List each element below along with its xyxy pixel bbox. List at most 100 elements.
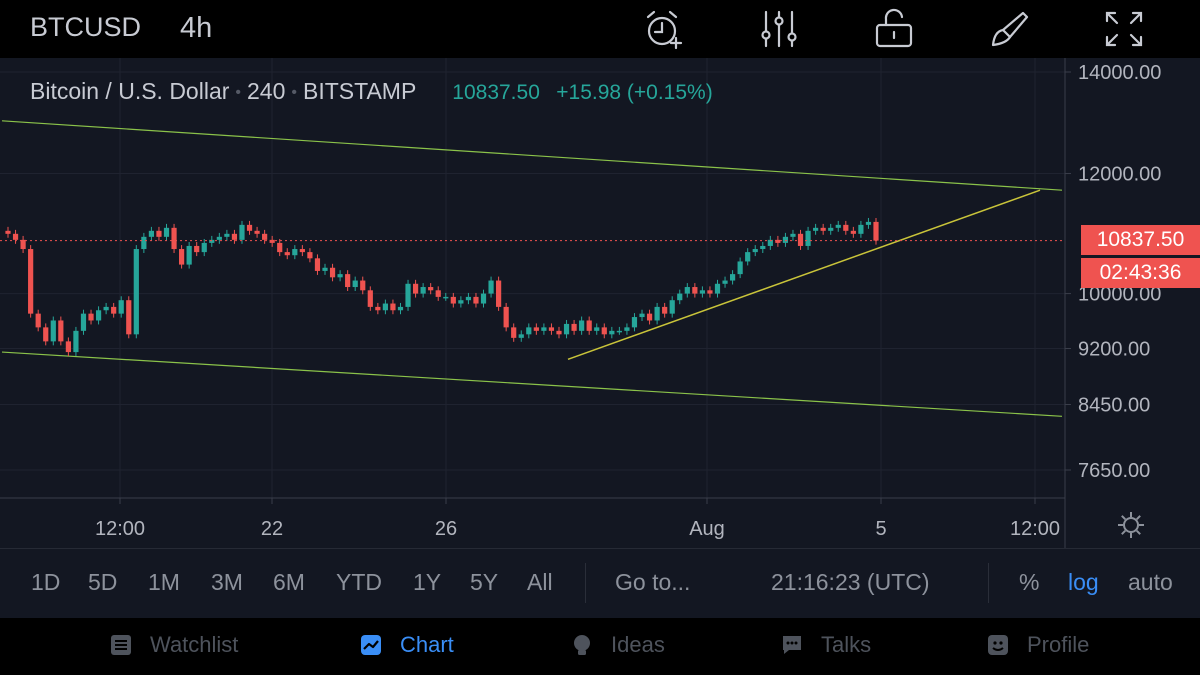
candle-body: [616, 330, 622, 333]
range-1d[interactable]: 1D: [31, 569, 61, 595]
nav-label: Talks: [821, 632, 872, 657]
auto-toggle[interactable]: auto: [1128, 569, 1173, 595]
divider: [988, 563, 989, 603]
candle-body: [382, 303, 388, 311]
interval-button[interactable]: 4h: [180, 12, 213, 44]
candle-body: [148, 230, 155, 237]
candle-body: [118, 300, 124, 314]
brush-icon[interactable]: [987, 8, 1031, 50]
candle-body: [496, 280, 502, 307]
candle-body: [345, 274, 351, 288]
profile-icon: [988, 635, 1008, 655]
candle-body: [556, 330, 562, 335]
candle-body: [737, 261, 743, 275]
bottom-nav: Watchlist Chart Ideas Talks Profile: [0, 618, 1200, 675]
range-all[interactable]: All: [527, 569, 553, 595]
range-5y[interactable]: 5Y: [470, 569, 499, 595]
candle-body: [367, 290, 373, 307]
candle-body: [654, 306, 660, 321]
candle-body: [435, 290, 441, 297]
candle-body: [526, 327, 532, 335]
candle-body: [473, 296, 479, 304]
nav-watchlist[interactable]: Watchlist: [110, 632, 238, 658]
range-bar: 1D 5D 1M 3M 6M YTD 1Y 5Y All Go to... 21…: [0, 548, 1200, 619]
candle-body: [103, 306, 109, 311]
bar-countdown-label: 02:43:36: [1081, 258, 1200, 288]
candle-body: [488, 280, 494, 294]
candle-body: [790, 233, 796, 237]
nav-label: Profile: [1027, 632, 1090, 657]
nav-talks[interactable]: Talks: [781, 632, 871, 658]
range-1m[interactable]: 1M: [148, 569, 180, 595]
lock-icon[interactable]: [872, 8, 916, 50]
candle-body: [775, 239, 781, 243]
y-tick-label: 9200.00: [1078, 338, 1150, 360]
nav-label: Ideas: [611, 632, 665, 657]
range-6m[interactable]: 6M: [273, 569, 305, 595]
candle-body: [390, 303, 396, 311]
nav-ideas[interactable]: Ideas: [571, 632, 665, 658]
candle-body: [586, 320, 592, 331]
chart-area[interactable]: 14000.00 12000.00 10000.00 9200.00 8450.00 76…: [0, 58, 1200, 548]
candle-body: [179, 249, 185, 265]
fullscreen-icon[interactable]: [1102, 8, 1146, 50]
range-5d[interactable]: 5D: [88, 569, 118, 595]
candle-body: [548, 327, 555, 331]
candle-body: [518, 334, 524, 338]
candle-body: [5, 230, 11, 234]
candle-body: [707, 290, 713, 294]
range-ytd[interactable]: YTD: [336, 569, 382, 595]
candle-body: [292, 249, 298, 256]
candle-body: [95, 310, 102, 321]
range-1y[interactable]: 1Y: [413, 569, 442, 595]
symbol-name: Bitcoin / U.S. Dollar: [30, 78, 230, 104]
candle-body: [65, 341, 71, 353]
candle-body: [12, 233, 19, 240]
x-tick-label: Aug: [689, 518, 725, 540]
legend-separator: •: [291, 83, 297, 101]
candle-body: [50, 320, 56, 342]
candle-body: [646, 313, 653, 321]
y-tick-label: 14000.00: [1078, 62, 1161, 84]
candle-body: [20, 239, 26, 250]
candle-body: [767, 239, 773, 246]
candle-body: [601, 327, 607, 335]
candle-body: [850, 230, 856, 234]
alarm-add-icon[interactable]: [641, 8, 685, 50]
x-tick-label: 22: [261, 518, 283, 540]
candle-body: [684, 287, 690, 294]
settings-gear-icon[interactable]: [1116, 510, 1146, 540]
chart-icon: [361, 635, 381, 655]
symbol-button[interactable]: BTCUSD: [30, 12, 142, 42]
watchlist-icon: [111, 635, 131, 655]
utc-clock[interactable]: 21:16:23 (UTC): [771, 569, 930, 595]
candle-body: [579, 320, 585, 331]
trendline: [567, 189, 1041, 361]
candle-body: [163, 227, 170, 237]
nav-label: Chart: [400, 632, 454, 657]
price-chart[interactable]: 14000.00 12000.00 10000.00 9200.00 8450.00 76…: [0, 58, 1200, 548]
log-toggle[interactable]: log: [1068, 569, 1099, 595]
goto-button[interactable]: Go to...: [615, 569, 691, 595]
candle-body: [797, 233, 804, 246]
indicators-icon[interactable]: [757, 8, 801, 50]
divider: [585, 563, 586, 603]
candle-body: [805, 230, 811, 246]
candle-body: [126, 300, 132, 335]
candle-body: [299, 249, 305, 253]
percent-toggle[interactable]: %: [1019, 569, 1040, 595]
candle-body: [412, 283, 419, 294]
channel-lower-line: [1, 351, 1063, 417]
top-toolbar: BTCUSD 4h: [0, 0, 1200, 58]
candle-body: [722, 280, 728, 284]
candle-body: [80, 313, 87, 331]
candle-body: [669, 300, 675, 314]
candle-body: [314, 258, 321, 271]
candle-body: [541, 327, 547, 331]
candle-body: [329, 267, 336, 278]
candle-body: [262, 233, 268, 240]
range-3m[interactable]: 3M: [211, 569, 243, 595]
lightbulb-icon: [574, 635, 590, 655]
nav-profile[interactable]: Profile: [987, 632, 1089, 658]
nav-chart[interactable]: Chart: [360, 632, 454, 658]
